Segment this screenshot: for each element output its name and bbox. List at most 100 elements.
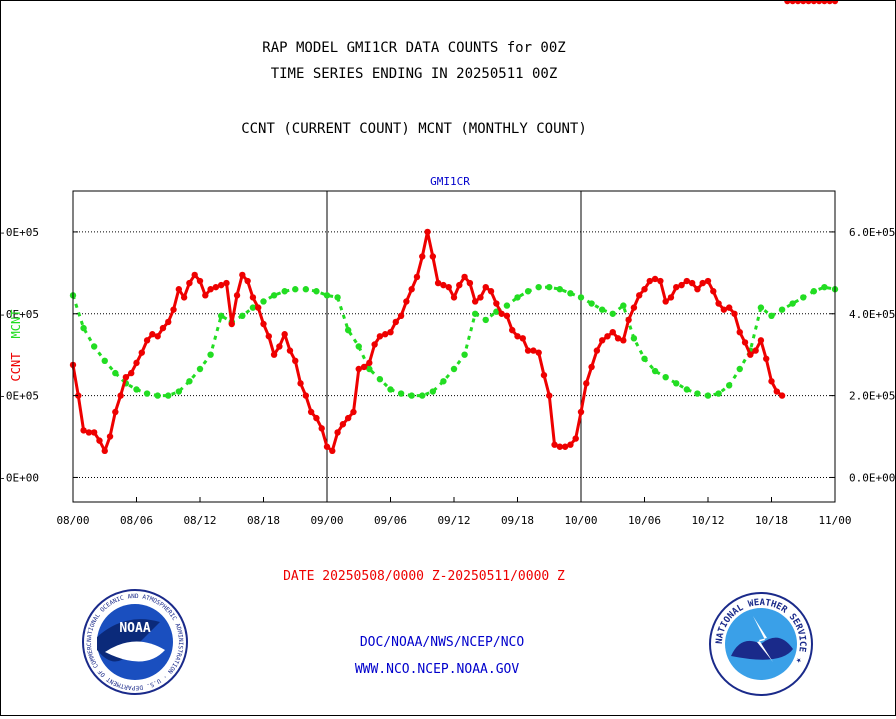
- data-point-ccnt: [96, 437, 103, 444]
- data-point-mcnt: [725, 382, 733, 389]
- data-point-mcnt: [641, 355, 648, 362]
- data-point-mcnt: [535, 283, 542, 291]
- data-point-ccnt: [350, 408, 357, 416]
- data-point-ccnt: [831, 0, 839, 5]
- data-point-ccnt: [339, 421, 347, 428]
- data-point-mcnt: [450, 365, 458, 373]
- data-point-ccnt: [403, 298, 410, 305]
- data-point-mcnt: [567, 290, 574, 297]
- data-point-ccnt: [260, 320, 267, 328]
- data-point-ccnt: [318, 425, 325, 432]
- data-point-mcnt: [471, 310, 479, 317]
- data-point-mcnt: [355, 343, 362, 350]
- x-tick-label: 09/12: [437, 514, 470, 527]
- data-point-mcnt: [673, 380, 680, 387]
- data-point-ccnt: [598, 337, 606, 344]
- data-point-ccnt: [810, 0, 818, 5]
- data-point-mcnt: [344, 326, 352, 334]
- data-point-ccnt: [106, 433, 114, 440]
- data-point-ccnt: [731, 310, 738, 317]
- data-point-ccnt: [154, 333, 161, 340]
- data-point-mcnt: [186, 378, 193, 385]
- data-point-ccnt: [360, 363, 368, 371]
- data-point-mcnt: [715, 390, 722, 397]
- data-point-ccnt: [805, 0, 812, 5]
- x-tick-label: 08/00: [56, 514, 89, 527]
- tick-layer: -0E+00 0.0E+00 -0E+05 2.0E+05 -0E+05 4.0E+05 -…: [0, 226, 895, 527]
- data-point-ccnt: [546, 392, 553, 399]
- data-point-ccnt: [429, 253, 437, 260]
- data-point-ccnt: [159, 324, 167, 332]
- data-point-mcnt: [598, 306, 606, 313]
- data-point-ccnt: [133, 359, 140, 367]
- data-point-ccnt: [556, 443, 564, 450]
- data-point-ccnt: [567, 441, 574, 448]
- data-point-ccnt: [651, 275, 659, 283]
- data-point-ccnt: [673, 283, 680, 291]
- data-point-ccnt: [196, 277, 204, 285]
- data-point-ccnt: [821, 0, 828, 5]
- x-tick-label: 08/06: [120, 514, 153, 527]
- data-point-ccnt: [265, 333, 272, 340]
- data-point-ccnt: [784, 0, 791, 5]
- data-point-ccnt: [667, 294, 675, 301]
- data-point-ccnt: [683, 277, 691, 285]
- noaa-logo-text: NOAA: [119, 621, 150, 636]
- data-point-mcnt: [239, 312, 246, 320]
- y-tick-label-right: 2.0E+05: [849, 390, 895, 403]
- data-point-mcnt: [387, 386, 394, 393]
- data-point-ccnt: [826, 0, 833, 5]
- data-point-ccnt: [392, 318, 399, 326]
- data-point-ccnt: [387, 328, 394, 336]
- data-point-mcnt: [662, 373, 669, 381]
- data-point-mcnt: [292, 286, 299, 293]
- data-point-ccnt: [302, 392, 310, 399]
- ylabel-mcnt: MCNT: [9, 310, 23, 339]
- x-tick-label: 10/12: [691, 514, 724, 527]
- data-point-ccnt: [413, 273, 421, 281]
- data-point-ccnt: [128, 369, 135, 377]
- data-point-mcnt: [800, 294, 807, 301]
- data-point-ccnt: [800, 0, 807, 5]
- data-point-ccnt: [424, 228, 431, 236]
- data-point-ccnt: [244, 277, 251, 285]
- data-point-ccnt: [329, 447, 336, 455]
- grid-layer: [73, 191, 835, 502]
- data-point-ccnt: [249, 294, 257, 301]
- y-tick-label-left: -0E+05: [1, 308, 39, 321]
- data-point-ccnt: [376, 333, 384, 340]
- data-point-ccnt: [90, 429, 98, 436]
- data-point-ccnt: [297, 380, 304, 387]
- data-point-ccnt: [583, 380, 590, 387]
- data-point-mcnt: [133, 386, 140, 393]
- data-point-mcnt: [154, 392, 161, 399]
- data-point-ccnt: [630, 304, 638, 311]
- data-point-mcnt: [207, 351, 214, 358]
- data-point-ccnt: [694, 286, 701, 293]
- data-point-ccnt: [434, 279, 442, 287]
- data-point-mcnt: [281, 288, 288, 295]
- data-point-ccnt: [641, 286, 648, 293]
- data-point-ccnt: [255, 304, 262, 311]
- data-point-ccnt: [530, 347, 537, 354]
- data-point-mcnt: [143, 390, 151, 397]
- data-point-ccnt: [815, 0, 823, 5]
- data-point-ccnt: [270, 351, 278, 358]
- data-point-ccnt: [207, 286, 214, 293]
- chart-subtitle: CCNT (CURRENT COUNT) MCNT (MONTHLY COUNT…: [241, 121, 587, 137]
- data-point-ccnt: [487, 288, 495, 295]
- data-point-mcnt: [651, 367, 659, 375]
- data-point-mcnt: [768, 312, 775, 320]
- data-point-ccnt: [276, 343, 283, 350]
- data-point-mcnt: [270, 292, 278, 299]
- data-point-ccnt: [143, 337, 151, 344]
- data-point-ccnt: [572, 435, 579, 442]
- data-point-ccnt: [112, 408, 119, 416]
- data-point-mcnt: [620, 302, 627, 309]
- data-point-ccnt: [794, 0, 802, 5]
- data-point-ccnt: [419, 253, 426, 260]
- data-point-ccnt: [286, 347, 294, 354]
- data-point-ccnt: [588, 363, 595, 371]
- data-point-ccnt: [524, 347, 532, 354]
